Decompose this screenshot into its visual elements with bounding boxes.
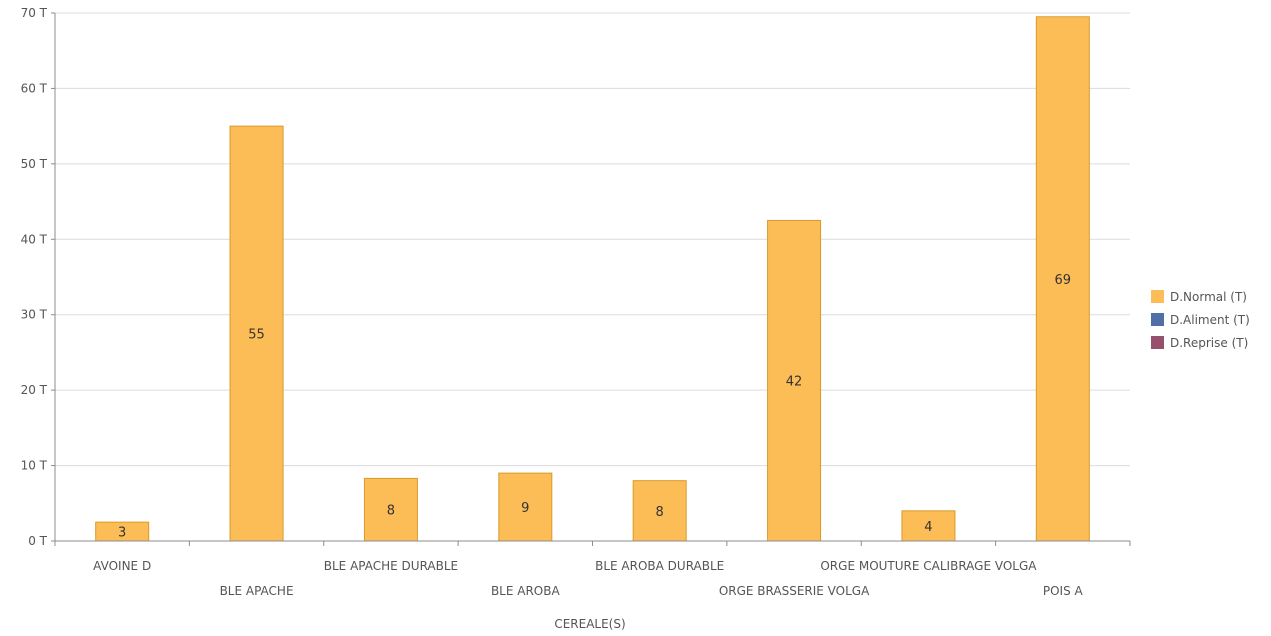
y-tick-label: 10 T <box>21 459 48 473</box>
bar <box>767 219 822 542</box>
bar <box>229 125 284 542</box>
category-label: BLE AROBA DURABLE <box>595 559 724 573</box>
bar <box>901 510 956 542</box>
gridlines <box>55 12 1130 467</box>
x-axis-title: CEREALE(S) <box>554 617 625 631</box>
legend-swatch <box>1151 313 1164 326</box>
category-label: BLE APACHE DURABLE <box>324 559 458 573</box>
y-tick-label: 50 T <box>21 157 48 171</box>
data-label: 42 <box>786 375 803 390</box>
category-label: AVOINE D <box>93 559 151 573</box>
data-label: 9 <box>521 501 529 516</box>
bar <box>363 477 418 542</box>
data-label: 8 <box>656 505 664 520</box>
bar <box>632 480 687 542</box>
category-label: ORGE MOUTURE CALIBRAGE VOLGA <box>820 559 1037 573</box>
category-label: POIS A <box>1043 584 1084 598</box>
legend-item: D.Reprise (T) <box>1151 331 1250 354</box>
legend: D.Normal (T) D.Aliment (T) D.Reprise (T) <box>1151 285 1250 354</box>
y-tick-label: 70 T <box>21 6 48 20</box>
legend-label: D.Normal (T) <box>1170 289 1247 304</box>
y-tick-labels: 0 T 10 T 20 T 30 T 40 T 50 T 60 T 70 T <box>21 6 48 548</box>
category-labels: AVOINE D BLE APACHE BLE APACHE DURABLE BLE … <box>93 559 1083 598</box>
y-tick-label: 60 T <box>21 81 48 95</box>
data-label: 8 <box>387 504 395 519</box>
y-tick-label: 30 T <box>21 308 48 322</box>
category-label: BLE AROBA <box>491 584 561 598</box>
data-label: 69 <box>1055 273 1072 288</box>
bar <box>1035 16 1090 542</box>
legend-label: D.Aliment (T) <box>1170 312 1250 327</box>
y-tick-label: 20 T <box>21 383 48 397</box>
data-label: 3 <box>118 526 126 541</box>
axes <box>51 12 1131 546</box>
legend-label: D.Reprise (T) <box>1170 335 1249 350</box>
legend-swatch <box>1151 290 1164 303</box>
data-label: 4 <box>924 520 932 535</box>
data-labels: 3 55 8 9 8 42 4 69 <box>118 273 1071 541</box>
category-label: BLE APACHE <box>220 584 294 598</box>
bars <box>95 16 1090 542</box>
y-tick-label: 40 T <box>21 232 48 246</box>
data-label: 55 <box>248 328 265 343</box>
category-label: ORGE BRASSERIE VOLGA <box>719 584 870 598</box>
y-tick-label: 0 T <box>28 534 47 548</box>
legend-item: D.Aliment (T) <box>1151 308 1250 331</box>
legend-swatch <box>1151 336 1164 349</box>
legend-item: D.Normal (T) <box>1151 285 1250 308</box>
